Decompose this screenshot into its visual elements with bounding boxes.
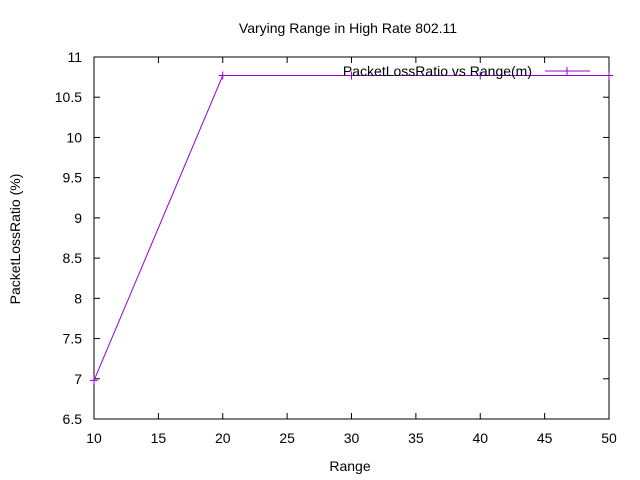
chart-title: Varying Range in High Rate 802.11 xyxy=(239,20,457,36)
y-tick-label: 11 xyxy=(67,49,82,65)
y-tick-label: 7.5 xyxy=(63,331,83,347)
y-tick-label: 10.5 xyxy=(55,89,82,105)
y-tick-label: 8.5 xyxy=(63,250,83,266)
series-layer xyxy=(90,71,613,385)
legend: PacketLossRatio vs Range(m) xyxy=(343,63,590,79)
y-tick-label: 8 xyxy=(74,290,82,306)
legend-label: PacketLossRatio vs Range(m) xyxy=(343,63,532,79)
plot-frame xyxy=(93,56,610,420)
x-axis-label: Range xyxy=(329,458,370,474)
x-tick-label: 30 xyxy=(344,430,360,446)
x-tick-label: 20 xyxy=(215,430,231,446)
x-tick-label: 45 xyxy=(537,430,553,446)
x-tick-label: 40 xyxy=(472,430,488,446)
x-tick-label: 15 xyxy=(151,430,167,446)
axis-tick-labels: 10 15 20 25 30 35 40 45 50 6.5 7 7.5 8 8.5 9 9.5 10 10.5 1… xyxy=(55,49,617,446)
y-tick-label: 9.5 xyxy=(63,170,83,186)
x-tick-label: 25 xyxy=(279,430,295,446)
y-tick-label: 10 xyxy=(66,129,82,145)
series-line xyxy=(93,75,609,381)
y-tick-label: 7 xyxy=(74,371,82,387)
x-tick-label: 50 xyxy=(601,430,617,446)
axis-ticks xyxy=(93,56,610,420)
y-tick-label: 9 xyxy=(74,210,82,226)
x-tick-label: 35 xyxy=(408,430,424,446)
y-axis-label: PacketLossRatio (%) xyxy=(7,174,23,305)
x-tick-label: 10 xyxy=(86,430,102,446)
legend-marker xyxy=(563,67,571,75)
y-tick-label: 6.5 xyxy=(63,411,83,427)
